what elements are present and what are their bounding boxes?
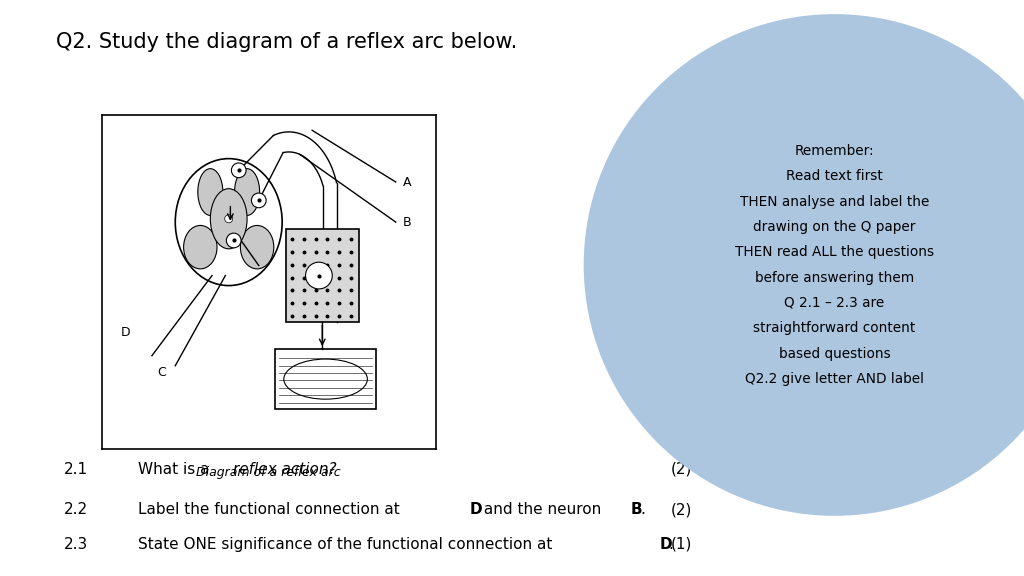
Text: B: B — [402, 215, 411, 229]
Text: D: D — [659, 537, 672, 552]
Circle shape — [231, 163, 246, 177]
Text: State ONE significance of the functional connection at: State ONE significance of the functional… — [138, 537, 557, 552]
Text: THEN analyse and label the: THEN analyse and label the — [740, 195, 929, 209]
Text: Label the functional connection at: Label the functional connection at — [138, 502, 404, 517]
Text: D: D — [121, 326, 130, 339]
Text: A: A — [402, 176, 411, 188]
Circle shape — [226, 233, 241, 248]
Ellipse shape — [584, 14, 1024, 516]
Ellipse shape — [183, 225, 217, 269]
Ellipse shape — [210, 189, 247, 249]
Text: B: B — [631, 502, 642, 517]
Text: Q 2.1 – 2.3 are: Q 2.1 – 2.3 are — [784, 296, 885, 310]
Text: drawing on the Q paper: drawing on the Q paper — [754, 220, 915, 234]
Text: D: D — [470, 502, 482, 517]
Text: (2): (2) — [671, 462, 692, 477]
Text: 2.3: 2.3 — [63, 537, 88, 552]
Text: Read text first: Read text first — [786, 169, 883, 183]
Text: Remember:: Remember: — [795, 144, 874, 158]
Text: 2.2: 2.2 — [63, 502, 88, 517]
Bar — [286, 229, 359, 323]
Circle shape — [305, 262, 332, 289]
Text: (2): (2) — [671, 502, 692, 517]
Circle shape — [224, 215, 232, 223]
Ellipse shape — [241, 225, 273, 269]
Text: reflex action?: reflex action? — [233, 462, 337, 477]
Text: What is a: What is a — [138, 462, 215, 477]
Ellipse shape — [198, 169, 223, 215]
Text: THEN read ALL the questions: THEN read ALL the questions — [735, 245, 934, 259]
Text: (1): (1) — [671, 537, 692, 552]
Text: .: . — [669, 537, 674, 552]
Text: 2.1: 2.1 — [63, 462, 88, 477]
Ellipse shape — [175, 158, 283, 286]
Text: Q2.2 give letter AND label: Q2.2 give letter AND label — [745, 372, 924, 386]
Ellipse shape — [234, 169, 260, 215]
Text: .: . — [640, 502, 645, 517]
Text: and the neuron: and the neuron — [479, 502, 606, 517]
Text: before answering them: before answering them — [755, 271, 914, 285]
Text: based questions: based questions — [778, 347, 891, 361]
Text: Diagram of a reflex arc: Diagram of a reflex arc — [197, 466, 341, 479]
Circle shape — [252, 193, 266, 208]
Bar — [275, 349, 376, 409]
Text: straightforward content: straightforward content — [754, 321, 915, 335]
Text: C: C — [158, 366, 166, 379]
Text: Q2. Study the diagram of a reflex arc below.: Q2. Study the diagram of a reflex arc be… — [56, 32, 517, 52]
